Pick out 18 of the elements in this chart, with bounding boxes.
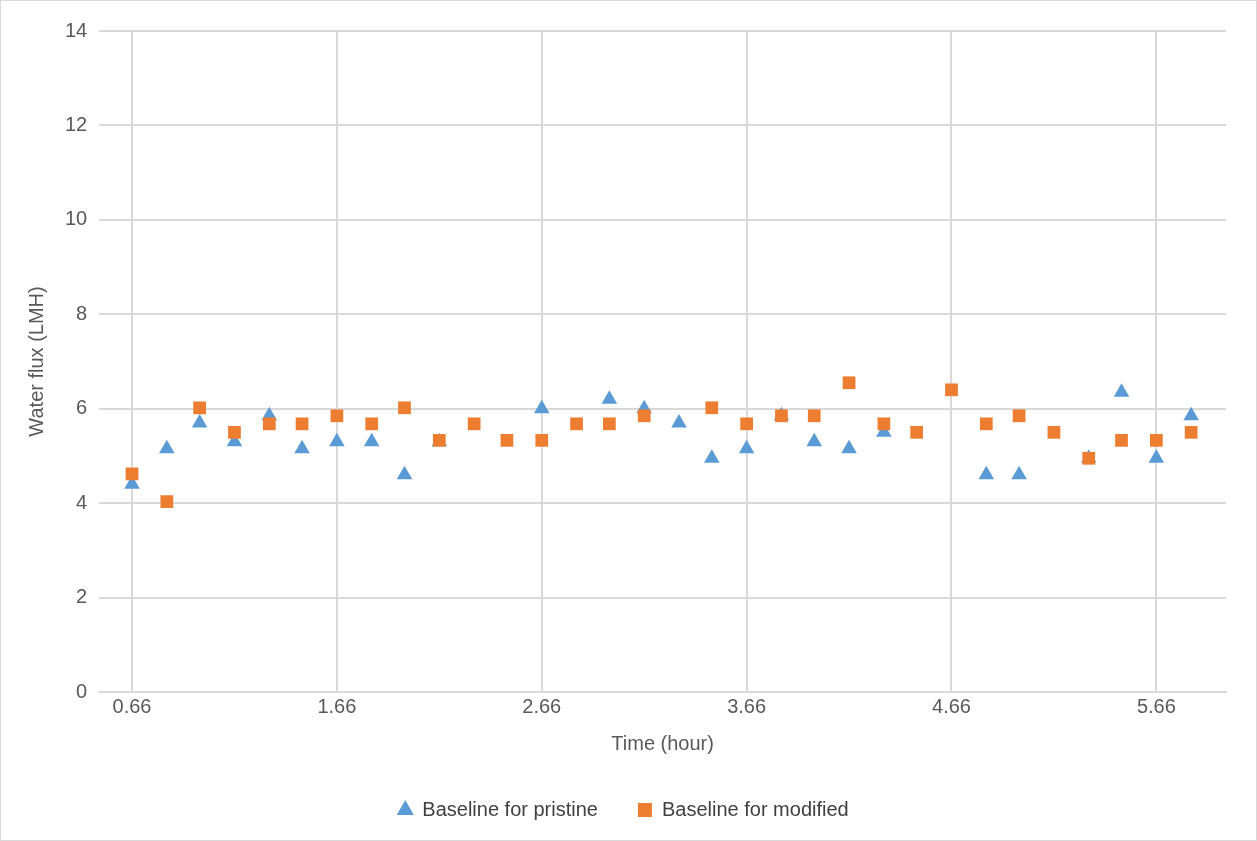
x-tick-label: 3.66	[727, 694, 767, 717]
x-tick-label: 4.66	[932, 694, 971, 717]
y-tick-label: 6	[76, 396, 88, 419]
legend-label: Baseline for modified	[661, 797, 849, 820]
y-tick-label: 4	[76, 490, 88, 513]
x-tick-label: 2.66	[522, 694, 562, 717]
y-tick-label: 12	[65, 112, 88, 135]
y-tick-label: 14	[65, 18, 88, 41]
y-axis-title: Water flux (LMH)	[24, 286, 47, 437]
x-tick-label: 1.66	[317, 694, 357, 717]
x-tick-label: 0.66	[112, 694, 152, 717]
y-tick-label: 10	[65, 207, 88, 230]
y-tick-label: 0	[76, 679, 88, 702]
y-tick-label: 2	[76, 585, 88, 608]
y-tick-label: 8	[76, 301, 88, 324]
x-axis-title: Time (hour)	[611, 731, 714, 754]
x-tick-label: 5.66	[1136, 694, 1176, 717]
legend-label: Baseline for pristine	[422, 797, 598, 820]
